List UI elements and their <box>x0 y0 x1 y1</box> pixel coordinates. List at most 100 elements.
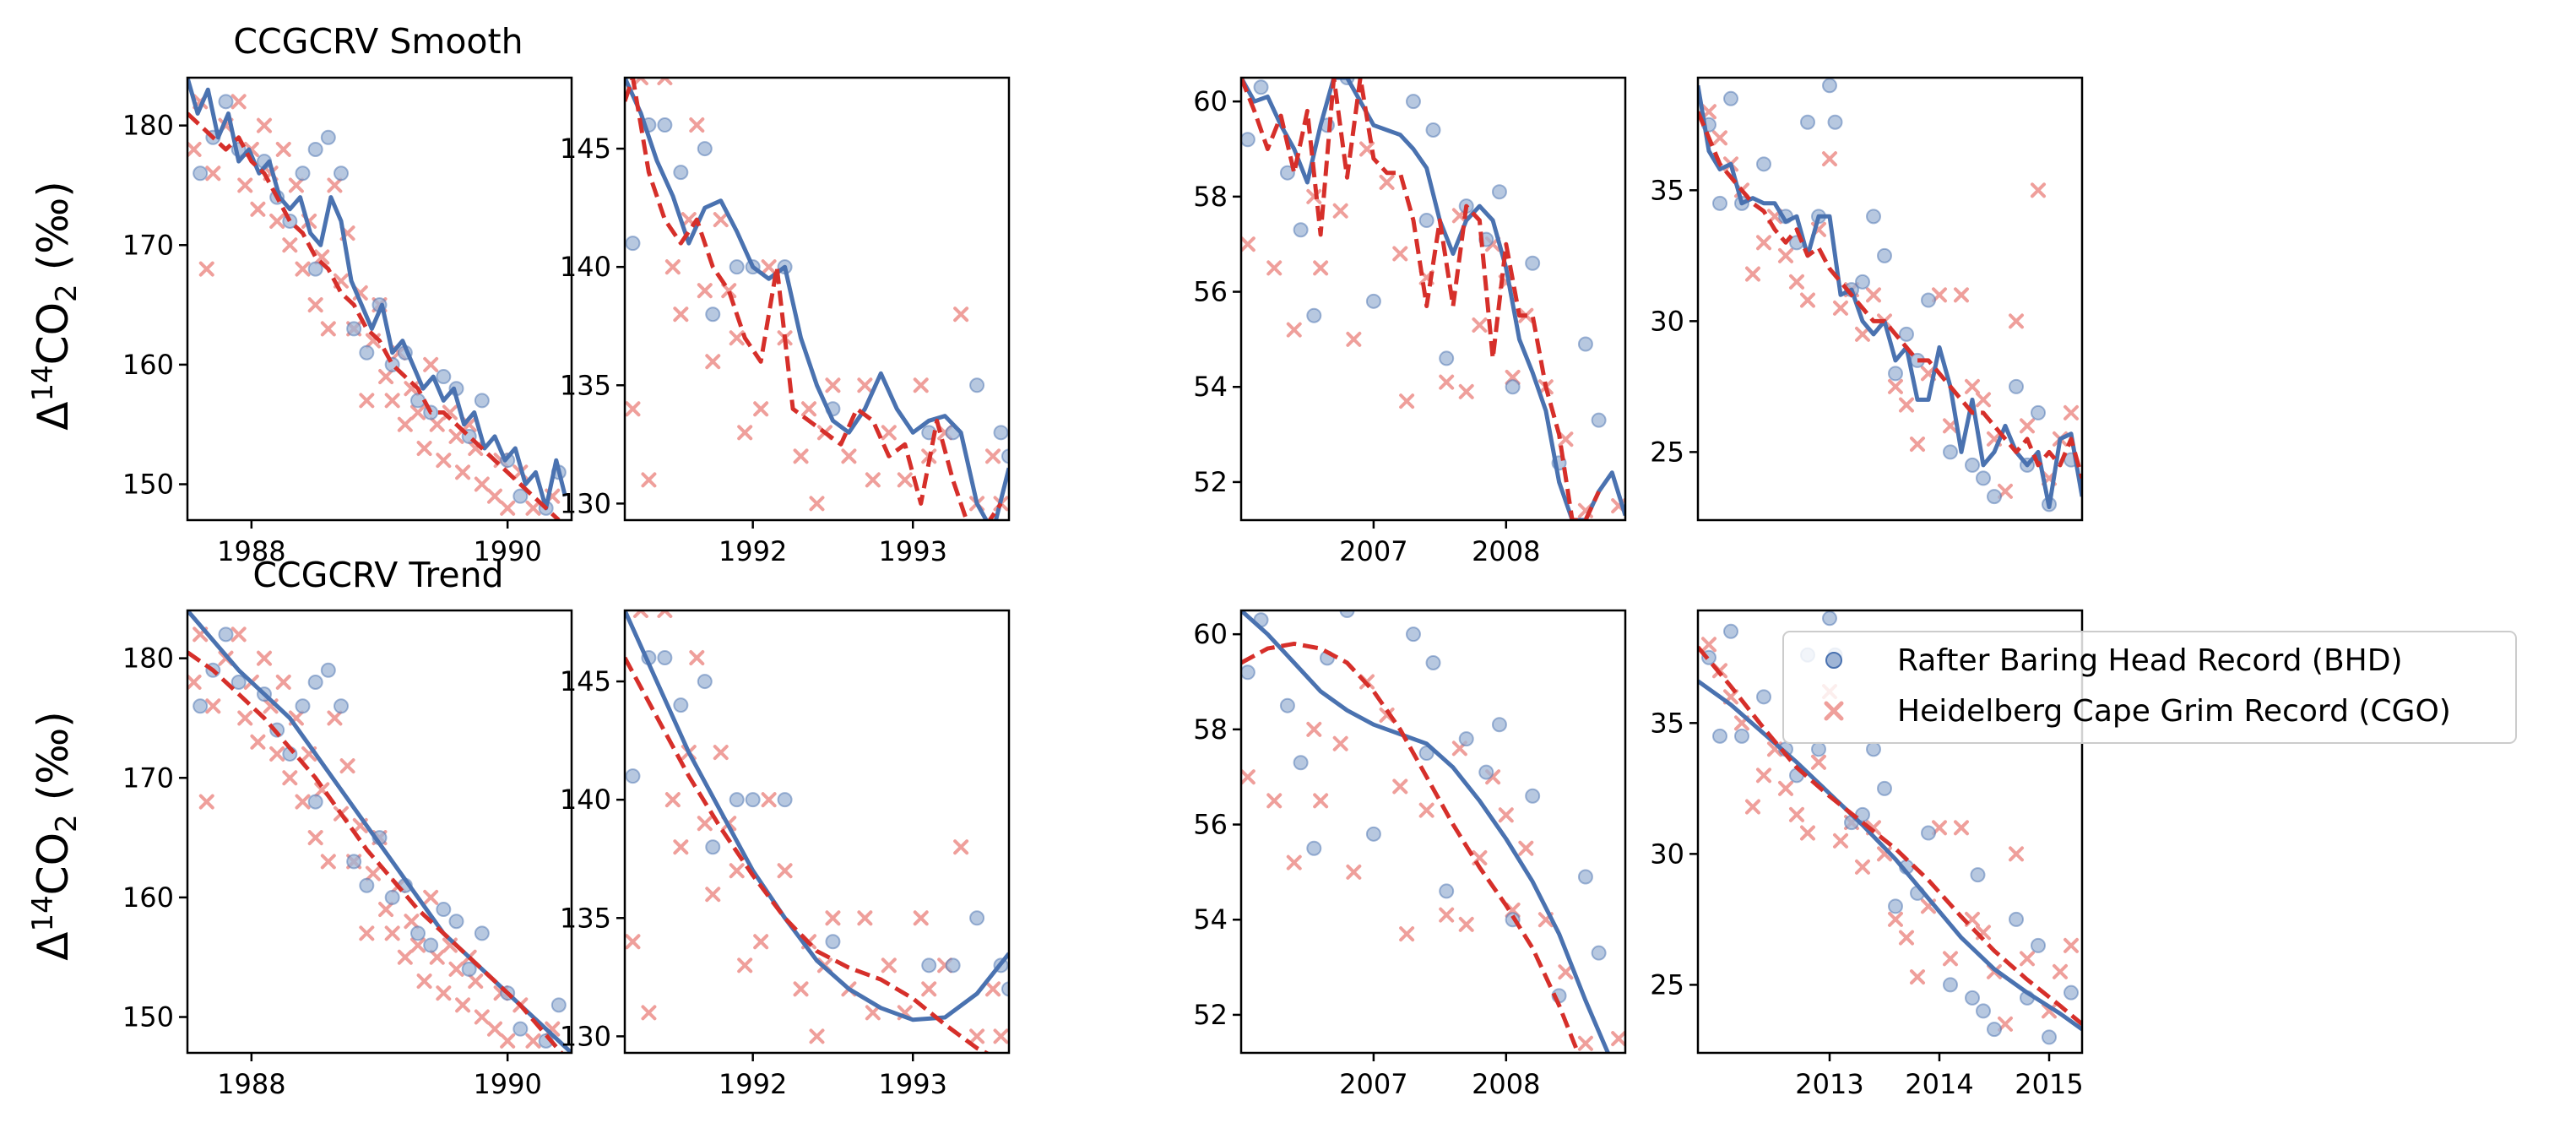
cgo-point <box>2020 951 2035 967</box>
cgo-point <box>314 249 330 265</box>
bhd-point <box>921 957 937 974</box>
ylabel-delta: Δ <box>29 401 78 430</box>
ylabel-co: CO <box>29 833 78 895</box>
bhd-point <box>436 902 452 918</box>
panel-0-1: 130 135 140 145 1992 1993 <box>560 76 1011 567</box>
cgo-point <box>295 261 311 277</box>
cgo-point <box>1346 331 1362 347</box>
bhd-point <box>307 261 323 277</box>
panel-1-3: 25 30 35 2013 2014 2015 <box>1650 609 2084 1100</box>
bhd-point <box>993 425 1009 441</box>
cgo-point <box>809 1028 825 1044</box>
cgo-point <box>1833 833 1848 849</box>
bhd-point <box>1293 755 1309 771</box>
cgo-point <box>729 863 745 879</box>
cgo-point <box>865 1005 881 1021</box>
cgo-point <box>359 393 375 409</box>
cgo-point <box>969 1028 985 1044</box>
bhd-point <box>1001 448 1009 464</box>
cgo-point <box>953 839 969 855</box>
cgo-point <box>1943 951 1958 967</box>
cgo-point <box>384 925 400 941</box>
bhd-point <box>1293 222 1309 238</box>
cgo-point <box>327 710 343 726</box>
cgo-point <box>500 500 516 516</box>
cgo-point <box>1855 326 1870 342</box>
cgo-point <box>625 934 641 950</box>
bhd-point <box>1965 990 1980 1006</box>
cgo-point <box>237 710 253 726</box>
x-tick-label: 2008 <box>1472 535 1540 567</box>
y-tick-label: 52 <box>1193 466 1228 498</box>
cgo-point <box>825 910 841 926</box>
cgo-point <box>1910 969 1925 985</box>
cgo-point <box>436 453 452 469</box>
bhd-point <box>1943 444 1958 460</box>
cgo-point <box>985 448 1001 464</box>
cgo-point <box>1558 964 1574 980</box>
x-tick-label: 1993 <box>879 535 947 567</box>
legend-cgo-label: Heidelberg Cape Grim Record (CGO) <box>1897 694 2451 729</box>
y-tick-label: 35 <box>1650 174 1684 206</box>
bhd-point <box>2031 937 2046 953</box>
plot-area <box>625 78 1009 520</box>
cgo-point <box>410 404 426 420</box>
cgo-point <box>841 448 857 464</box>
cgo-point <box>237 177 253 193</box>
bhd-point <box>474 393 490 409</box>
cgo-point <box>913 377 929 393</box>
cgo-point <box>993 1028 1009 1044</box>
cgo-point <box>1332 203 1348 219</box>
x-tick-label: 2013 <box>1795 1068 1863 1100</box>
cgo-point <box>230 94 247 110</box>
bhd-point <box>218 94 234 110</box>
legend: Rafter Baring Head Record (BHD) Heidelbe… <box>1782 631 2517 744</box>
bhd-point <box>705 839 721 855</box>
cgo-point <box>1266 260 1283 276</box>
cgo-point <box>1418 802 1434 818</box>
cgo-point <box>468 974 484 990</box>
cgo-point <box>1498 807 1514 823</box>
cgo-point <box>705 354 721 370</box>
bhd-point <box>550 997 567 1013</box>
y-tick-label: 30 <box>1650 838 1684 870</box>
bhd-point <box>1001 981 1009 997</box>
cgo-point <box>664 259 681 275</box>
bhd-point <box>1241 132 1255 148</box>
cgo-point <box>2064 404 2079 420</box>
cgo-point <box>673 306 689 323</box>
cgo-point <box>327 177 343 193</box>
y-tick-label: 56 <box>1193 276 1228 308</box>
y-tick-label: 56 <box>1193 809 1228 841</box>
bhd-point <box>1458 731 1474 747</box>
ylabel-superscript: 14 <box>26 365 60 401</box>
bhd-point <box>1943 977 1958 993</box>
bhd-line <box>1241 610 1611 1053</box>
y-axis-label-top: Δ14CO2 (‰) <box>26 181 84 430</box>
cgo-point <box>809 496 825 512</box>
cgo-point <box>985 981 1001 997</box>
bhd-point <box>1899 326 1914 342</box>
cgo-point <box>689 117 705 133</box>
x-tick-label: 1992 <box>719 1068 787 1100</box>
cgo-point <box>729 330 745 346</box>
bhd-line <box>625 610 1009 1022</box>
cgo-point <box>641 1005 657 1021</box>
bhd-point <box>1723 623 1738 639</box>
cgo-line <box>625 656 991 1053</box>
y-tick-label: 170 <box>122 762 174 794</box>
bhd-point <box>1253 79 1269 95</box>
bhd-point <box>1339 610 1355 618</box>
bhd-point <box>745 792 761 808</box>
cgo-point <box>474 476 490 492</box>
cgo-line <box>1241 78 1601 520</box>
cgo-point <box>320 321 336 337</box>
cgo-point <box>689 650 705 666</box>
bhd-point <box>359 344 375 361</box>
legend-bhd-label: Rafter Baring Head Record (BHD) <box>1897 643 2402 678</box>
bhd-point <box>1241 664 1255 681</box>
bhd-point <box>969 377 985 393</box>
bhd-point <box>307 794 323 810</box>
x-tick-label: 1992 <box>719 535 787 567</box>
